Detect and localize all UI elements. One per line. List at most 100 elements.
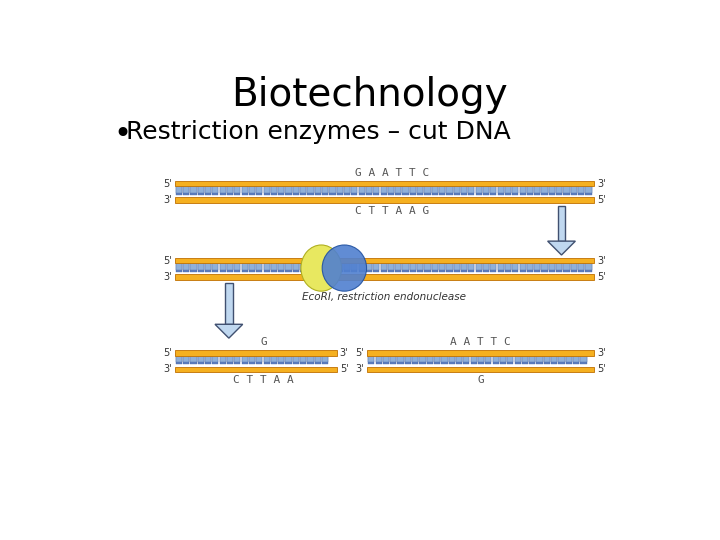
Bar <box>264 262 270 272</box>
Text: 3': 3' <box>597 256 606 266</box>
Bar <box>410 260 416 269</box>
Bar <box>520 260 526 269</box>
Bar <box>329 186 336 195</box>
Bar <box>242 262 248 272</box>
Bar <box>434 355 440 364</box>
Bar <box>344 262 350 272</box>
Bar <box>249 184 255 193</box>
Bar <box>549 184 555 193</box>
Bar <box>556 186 562 195</box>
Bar <box>395 186 401 195</box>
Bar <box>490 186 496 195</box>
Bar <box>390 355 396 364</box>
Bar <box>256 262 262 272</box>
Bar <box>388 262 394 272</box>
Bar <box>541 184 548 193</box>
Bar <box>205 262 211 272</box>
Bar <box>300 355 306 364</box>
Bar <box>315 262 321 272</box>
Bar <box>483 186 489 195</box>
Bar <box>190 355 197 364</box>
Bar <box>500 355 506 364</box>
Bar <box>578 184 584 193</box>
Bar <box>367 367 594 372</box>
Text: •: • <box>113 120 132 149</box>
Bar <box>212 262 218 272</box>
Bar <box>176 260 182 269</box>
Bar <box>498 262 504 272</box>
Text: 3': 3' <box>163 272 172 282</box>
Bar <box>300 260 306 269</box>
Bar <box>551 353 557 362</box>
Bar <box>529 355 535 364</box>
Bar <box>585 260 592 269</box>
Bar <box>366 260 372 269</box>
Bar <box>395 260 401 269</box>
Bar <box>505 262 511 272</box>
Bar <box>417 184 423 193</box>
Bar <box>536 353 543 362</box>
Bar <box>198 260 204 269</box>
Bar <box>351 262 357 272</box>
Bar <box>205 353 211 362</box>
Bar <box>256 260 262 269</box>
Bar <box>337 186 343 195</box>
Bar <box>571 260 577 269</box>
Text: 5': 5' <box>597 195 606 205</box>
Bar <box>492 355 499 364</box>
Bar <box>512 184 518 193</box>
Bar <box>573 353 579 362</box>
Bar <box>468 184 474 193</box>
Bar <box>476 260 482 269</box>
Bar <box>544 353 550 362</box>
Bar <box>427 353 433 362</box>
Bar <box>322 260 328 269</box>
Bar <box>441 355 448 364</box>
Bar <box>417 260 423 269</box>
Bar <box>315 184 321 193</box>
Bar <box>190 260 197 269</box>
Bar <box>417 262 423 272</box>
Text: G: G <box>477 375 484 385</box>
Bar <box>527 262 533 272</box>
Bar <box>278 186 284 195</box>
Bar <box>176 262 182 272</box>
Bar <box>322 186 328 195</box>
Bar <box>549 186 555 195</box>
Bar <box>198 353 204 362</box>
Bar <box>410 186 416 195</box>
Bar <box>432 184 438 193</box>
Bar <box>578 260 584 269</box>
Bar <box>512 260 518 269</box>
Bar <box>300 353 306 362</box>
Bar <box>544 355 550 364</box>
Bar <box>176 184 182 193</box>
Bar <box>242 260 248 269</box>
Bar <box>388 260 394 269</box>
Bar <box>264 260 270 269</box>
Bar <box>478 353 484 362</box>
Bar <box>520 262 526 272</box>
Bar <box>571 262 577 272</box>
Bar <box>483 262 489 272</box>
Bar <box>464 353 469 362</box>
Bar <box>264 355 270 364</box>
Bar <box>395 184 401 193</box>
Bar <box>307 355 314 364</box>
Bar <box>234 184 240 193</box>
Bar <box>515 353 521 362</box>
Bar <box>381 186 387 195</box>
Bar <box>381 260 387 269</box>
Bar <box>402 260 409 269</box>
Bar <box>220 262 226 272</box>
Bar <box>534 184 540 193</box>
Text: G A A T T C: G A A T T C <box>355 168 429 178</box>
Bar <box>307 260 314 269</box>
Bar <box>505 184 511 193</box>
Bar <box>307 184 314 193</box>
Bar <box>373 262 379 272</box>
Bar <box>564 260 570 269</box>
Bar <box>249 353 255 362</box>
Bar <box>175 197 594 202</box>
Bar <box>585 184 592 193</box>
